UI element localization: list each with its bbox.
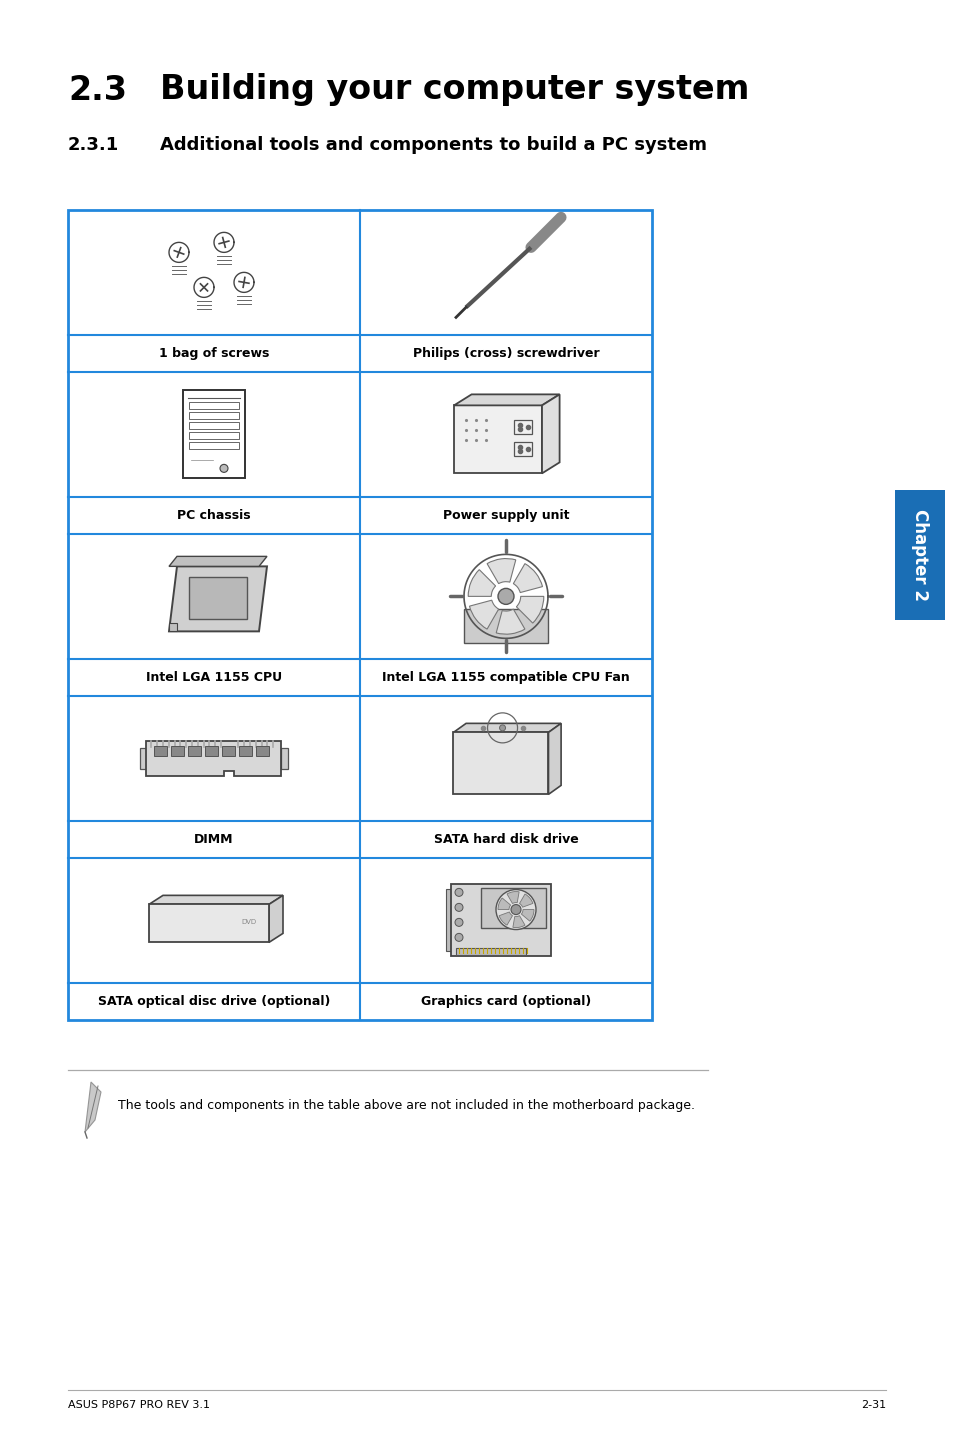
Bar bbox=[189, 578, 247, 620]
Circle shape bbox=[497, 588, 514, 604]
Polygon shape bbox=[147, 741, 281, 777]
Bar bbox=[514, 443, 532, 456]
Circle shape bbox=[455, 903, 462, 912]
Polygon shape bbox=[169, 557, 267, 567]
Wedge shape bbox=[513, 916, 524, 928]
Text: PC chassis: PC chassis bbox=[177, 509, 251, 522]
Text: DIMM: DIMM bbox=[194, 833, 233, 846]
Text: Intel LGA 1155 CPU: Intel LGA 1155 CPU bbox=[146, 672, 282, 684]
Bar bbox=[183, 390, 245, 479]
Text: ASUS P8P67 PRO REV 3.1: ASUS P8P67 PRO REV 3.1 bbox=[68, 1401, 210, 1411]
Bar bbox=[451, 884, 551, 956]
Bar bbox=[189, 403, 239, 410]
Bar bbox=[247, 916, 261, 930]
Bar bbox=[453, 732, 548, 794]
Bar bbox=[172, 746, 184, 756]
Circle shape bbox=[455, 889, 462, 896]
Bar bbox=[894, 490, 944, 620]
Circle shape bbox=[455, 933, 462, 942]
Bar bbox=[281, 748, 288, 769]
Bar bbox=[463, 608, 547, 643]
Text: DVD: DVD bbox=[241, 919, 256, 926]
Bar bbox=[446, 889, 452, 952]
Wedge shape bbox=[516, 597, 543, 623]
Bar bbox=[189, 423, 239, 430]
Bar bbox=[222, 746, 235, 756]
Text: Philips (cross) screwdriver: Philips (cross) screwdriver bbox=[413, 347, 598, 360]
Wedge shape bbox=[513, 564, 542, 592]
Bar bbox=[514, 420, 532, 434]
Bar bbox=[239, 746, 253, 756]
Text: Power supply unit: Power supply unit bbox=[442, 509, 569, 522]
Circle shape bbox=[220, 464, 228, 472]
Wedge shape bbox=[521, 910, 534, 922]
Bar bbox=[456, 949, 525, 955]
Text: The tools and components in the table above are not included in the motherboard : The tools and components in the table ab… bbox=[118, 1099, 695, 1112]
Wedge shape bbox=[519, 894, 533, 907]
Polygon shape bbox=[453, 723, 560, 732]
Circle shape bbox=[455, 919, 462, 926]
Circle shape bbox=[496, 890, 536, 929]
Bar bbox=[68, 210, 651, 1020]
Text: 2.3: 2.3 bbox=[68, 73, 127, 106]
Polygon shape bbox=[454, 394, 559, 406]
Circle shape bbox=[511, 905, 520, 915]
Polygon shape bbox=[541, 394, 559, 473]
Text: SATA optical disc drive (optional): SATA optical disc drive (optional) bbox=[98, 995, 330, 1008]
Bar bbox=[189, 413, 239, 420]
Text: 1 bag of screws: 1 bag of screws bbox=[158, 347, 269, 360]
Wedge shape bbox=[469, 600, 498, 628]
Bar bbox=[189, 443, 239, 449]
Wedge shape bbox=[497, 897, 510, 910]
Bar bbox=[480, 889, 545, 928]
Wedge shape bbox=[498, 912, 512, 925]
Text: Chapter 2: Chapter 2 bbox=[910, 509, 928, 601]
Text: Intel LGA 1155 compatible CPU Fan: Intel LGA 1155 compatible CPU Fan bbox=[382, 672, 629, 684]
Text: SATA hard disk drive: SATA hard disk drive bbox=[434, 833, 578, 846]
Polygon shape bbox=[269, 896, 283, 942]
Polygon shape bbox=[149, 896, 283, 905]
Text: Graphics card (optional): Graphics card (optional) bbox=[420, 995, 591, 1008]
Text: 2.3.1: 2.3.1 bbox=[68, 137, 119, 154]
Text: 2-31: 2-31 bbox=[860, 1401, 885, 1411]
Bar bbox=[169, 623, 177, 631]
Text: Additional tools and components to build a PC system: Additional tools and components to build… bbox=[160, 137, 706, 154]
Polygon shape bbox=[85, 1081, 101, 1132]
Polygon shape bbox=[169, 567, 267, 631]
Bar bbox=[189, 746, 201, 756]
Bar bbox=[454, 406, 541, 473]
Wedge shape bbox=[496, 610, 524, 634]
Bar bbox=[149, 905, 269, 942]
Text: Building your computer system: Building your computer system bbox=[160, 73, 749, 106]
Wedge shape bbox=[506, 892, 518, 903]
Wedge shape bbox=[487, 558, 516, 584]
Bar bbox=[154, 746, 168, 756]
Wedge shape bbox=[468, 569, 496, 597]
Bar bbox=[189, 433, 239, 440]
Bar bbox=[140, 748, 148, 769]
Circle shape bbox=[499, 725, 505, 731]
Polygon shape bbox=[548, 723, 560, 794]
Bar bbox=[256, 746, 269, 756]
Bar bbox=[205, 746, 218, 756]
